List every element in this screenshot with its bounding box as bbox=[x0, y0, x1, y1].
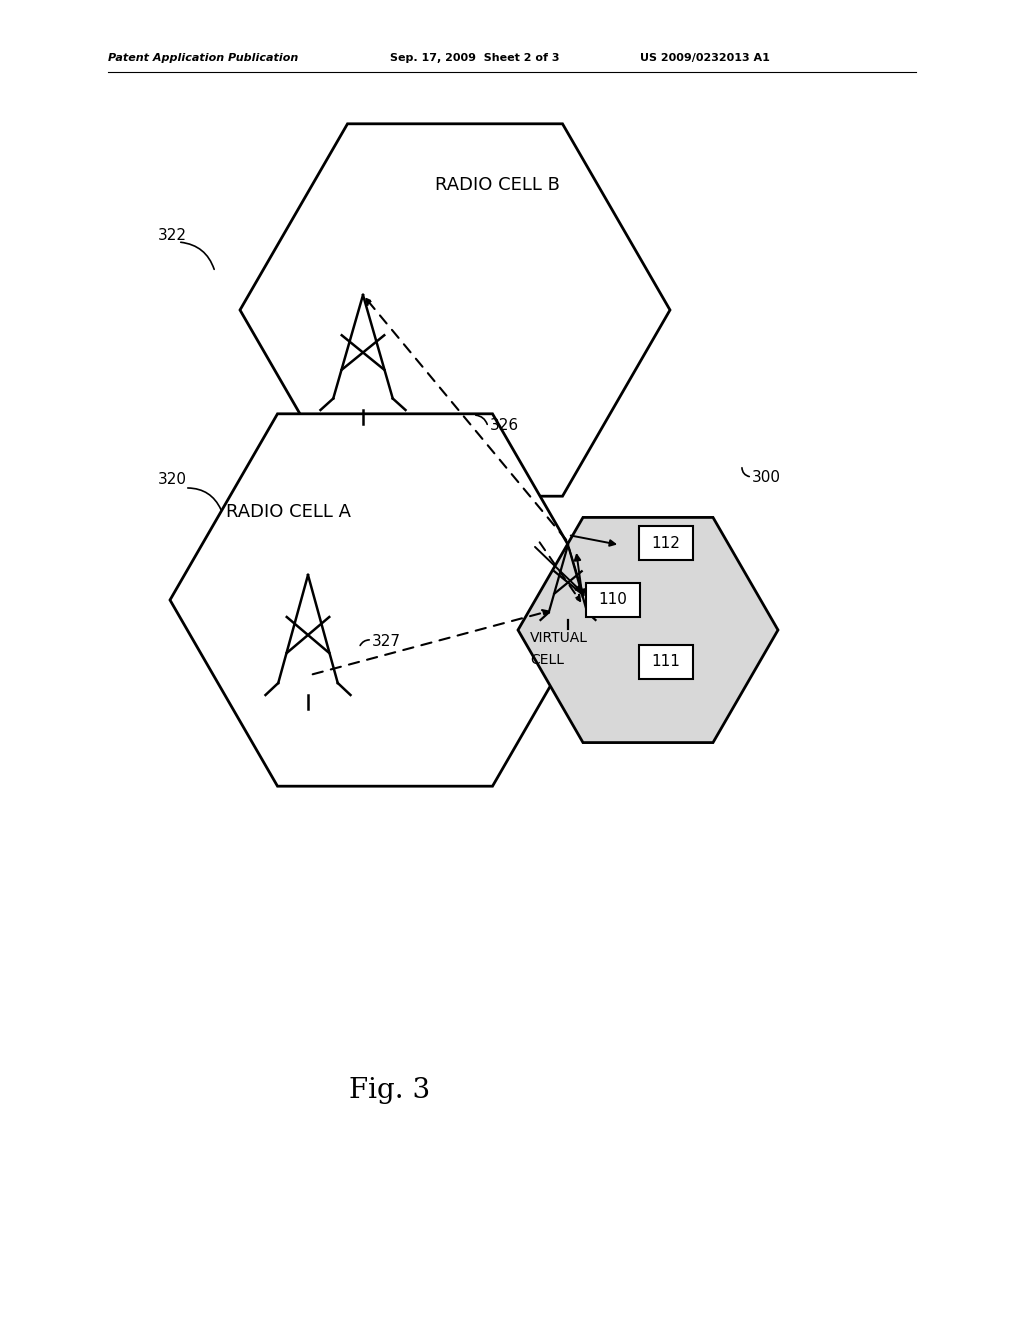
Text: Patent Application Publication: Patent Application Publication bbox=[108, 53, 298, 63]
Text: RADIO CELL B: RADIO CELL B bbox=[435, 176, 560, 194]
Text: 110: 110 bbox=[599, 593, 628, 607]
Text: US 2009/0232013 A1: US 2009/0232013 A1 bbox=[640, 53, 770, 63]
Bar bbox=[586, 583, 640, 616]
Text: RADIO CELL A: RADIO CELL A bbox=[226, 503, 351, 521]
Text: 111: 111 bbox=[651, 655, 680, 669]
Bar bbox=[639, 525, 693, 560]
Polygon shape bbox=[240, 124, 670, 496]
Text: 327: 327 bbox=[372, 635, 401, 649]
Text: 112: 112 bbox=[651, 536, 680, 550]
Text: 322: 322 bbox=[158, 227, 187, 243]
Polygon shape bbox=[170, 413, 600, 787]
Text: 326: 326 bbox=[490, 417, 519, 433]
Polygon shape bbox=[518, 517, 778, 743]
Bar bbox=[639, 645, 693, 678]
Text: VIRTUAL: VIRTUAL bbox=[530, 631, 588, 645]
Text: 320: 320 bbox=[158, 473, 187, 487]
Text: CELL: CELL bbox=[530, 653, 564, 667]
Text: Sep. 17, 2009  Sheet 2 of 3: Sep. 17, 2009 Sheet 2 of 3 bbox=[390, 53, 559, 63]
Text: 300: 300 bbox=[752, 470, 781, 484]
Text: Fig. 3: Fig. 3 bbox=[349, 1077, 430, 1104]
